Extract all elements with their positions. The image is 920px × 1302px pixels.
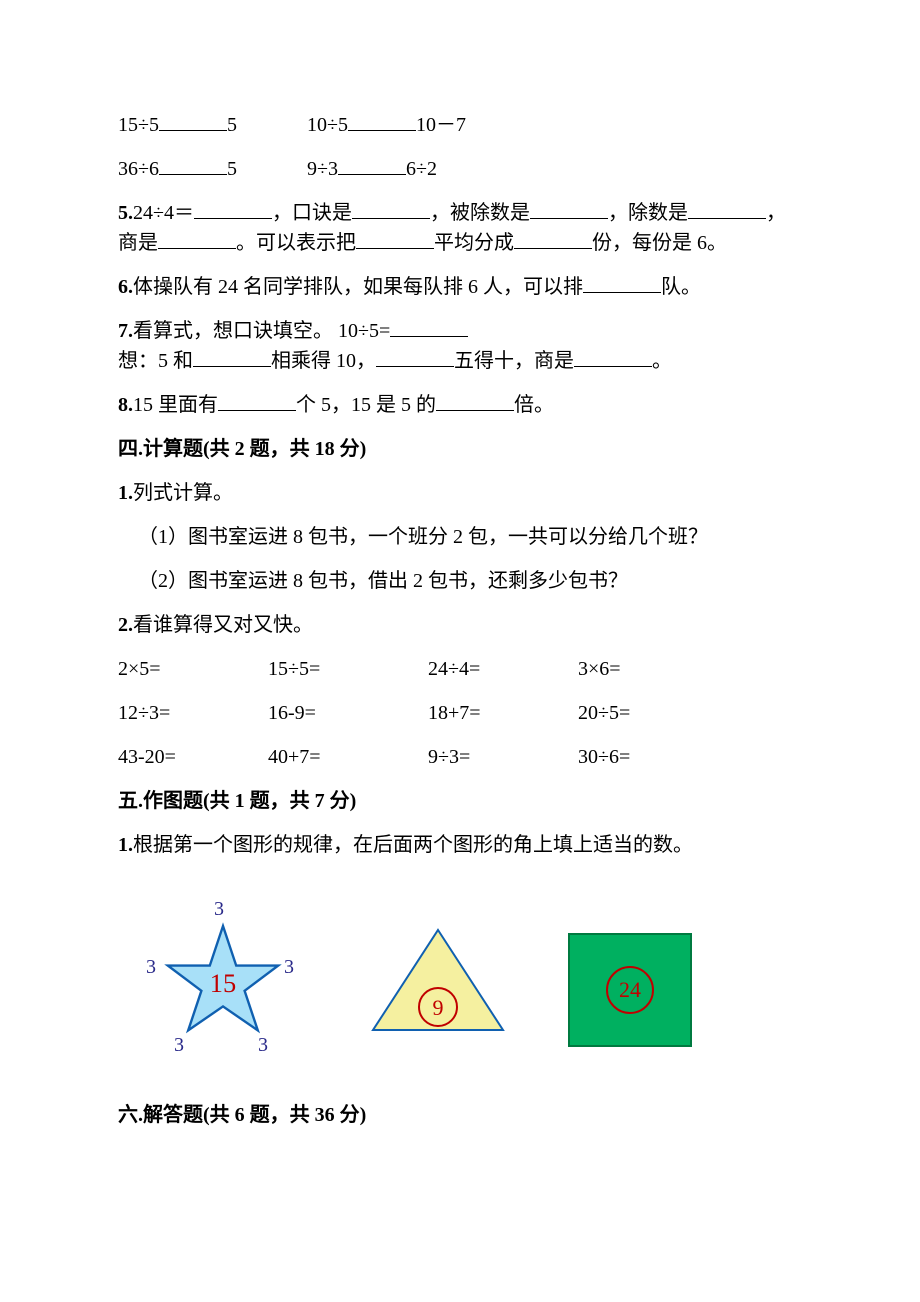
- q5-t3: ，除数是: [608, 202, 688, 224]
- q6-a: 体操队有 24 名同学排队，如果每队排 6 人，可以排: [133, 276, 583, 298]
- expr-1d: 10－7: [416, 114, 466, 136]
- q8-c: 倍。: [514, 394, 554, 416]
- q6-b: 队。: [661, 276, 701, 298]
- q7-l2d: 。: [652, 350, 672, 372]
- expr-2a: 36÷6: [118, 158, 159, 180]
- blank[interactable]: [338, 154, 406, 175]
- s4q2-num: 2.: [118, 614, 133, 636]
- star-pt-4: 3: [146, 952, 156, 982]
- q7-l2a: 想：5 和: [118, 350, 193, 372]
- q5-l2c: 平均分成: [434, 232, 514, 254]
- c1c: 24÷4=: [428, 654, 578, 684]
- c3d: 30÷6=: [578, 746, 630, 768]
- q7-l2b: 相乘得 10，: [271, 350, 376, 372]
- expr-1c: 10÷5: [307, 114, 348, 136]
- star-figure: 15 3 3 3 3 3: [138, 890, 308, 1060]
- blank[interactable]: [218, 390, 296, 411]
- blank[interactable]: [530, 198, 608, 219]
- question-7: 7.看算式，想口诀填空。 10÷5= 想：5 和 相乘得 10， 五得十，商是 。: [118, 316, 802, 376]
- star-center: 15: [210, 968, 236, 998]
- c3a: 43-20=: [118, 742, 268, 772]
- question-6: 6.体操队有 24 名同学排队，如果每队排 6 人，可以排 队。: [118, 272, 802, 302]
- blank[interactable]: [356, 228, 434, 249]
- s4q1-p2: （2）图书室运进 8 包书，借出 2 包书，还剩多少包书？: [118, 566, 802, 596]
- q8-num: 8.: [118, 394, 133, 416]
- blank[interactable]: [194, 198, 272, 219]
- section-5-title: 五.作图题(共 1 题，共 7 分): [118, 786, 802, 816]
- q8-b: 个 5，15 是 5 的: [296, 394, 436, 416]
- question-8: 8.15 里面有 个 5，15 是 5 的 倍。: [118, 390, 802, 420]
- q7-l1: 看算式，想口诀填空。 10÷5=: [133, 320, 390, 342]
- s4q1-p1: （1）图书室运进 8 包书，一个班分 2 包，一共可以分给几个班？: [118, 522, 802, 552]
- q8-a: 15 里面有: [133, 394, 218, 416]
- blank[interactable]: [193, 346, 271, 367]
- star-pt-3: 3: [174, 1030, 184, 1060]
- s4q2-title: 看谁算得又对又快。: [133, 614, 313, 636]
- q5-l2d: 份，每份是 6。: [592, 232, 727, 254]
- expr-2d: 6÷2: [406, 158, 437, 180]
- q5-t2: ，被除数是: [430, 202, 530, 224]
- expr-1a: 15÷5: [118, 114, 159, 136]
- square-figure: 24: [568, 933, 688, 1043]
- c1d: 3×6=: [578, 658, 621, 680]
- blank[interactable]: [574, 346, 652, 367]
- blank[interactable]: [159, 154, 227, 175]
- q5-t1: ，口诀是: [272, 202, 352, 224]
- section-6-title: 六.解答题(共 6 题，共 36 分): [118, 1100, 802, 1130]
- q7-l2c: 五得十，商是: [454, 350, 574, 372]
- c1a: 2×5=: [118, 654, 268, 684]
- calc-row-1: 2×5=15÷5=24÷4=3×6=: [118, 654, 802, 684]
- c2a: 12÷3=: [118, 698, 268, 728]
- c2b: 16-9=: [268, 698, 428, 728]
- blank[interactable]: [390, 316, 468, 337]
- blank[interactable]: [688, 198, 766, 219]
- question-5: 5.24÷4＝ ，口诀是 ，被除数是 ，除数是 ， 商是 。可以表示把 平均分成 份，每份是 6…: [118, 198, 802, 258]
- star-icon: 15: [163, 920, 283, 1040]
- figure-row: 15 3 3 3 3 3 9 24: [138, 890, 802, 1060]
- blank[interactable]: [348, 110, 416, 131]
- s4q1-title: 列式计算。: [133, 482, 233, 504]
- s4-q1-head: 1.列式计算。: [118, 478, 802, 508]
- star-pt-2: 3: [258, 1030, 268, 1060]
- blank[interactable]: [583, 272, 661, 293]
- blank[interactable]: [376, 346, 454, 367]
- blank[interactable]: [158, 228, 236, 249]
- expr-2c: 9÷3: [307, 158, 338, 180]
- c2d: 20÷5=: [578, 702, 630, 724]
- triangle-center: 9: [418, 987, 458, 1027]
- compare-row-1: 15÷5 5 10÷5 10－7: [118, 110, 802, 140]
- calc-row-2: 12÷3=16-9=18+7=20÷5=: [118, 698, 802, 728]
- s5-q1: 1.根据第一个图形的规律，在后面两个图形的角上填上适当的数。: [118, 830, 802, 860]
- q5-lead: 24÷4＝: [133, 202, 194, 224]
- worksheet-page: 15÷5 5 10÷5 10－7 36÷6 5 9÷3 6÷2 5.24÷4＝ ，口诀是 ，…: [0, 0, 920, 1302]
- expr-2b: 5: [227, 158, 237, 180]
- calc-row-3: 43-20=40+7=9÷3=30÷6=: [118, 742, 802, 772]
- c1b: 15÷5=: [268, 654, 428, 684]
- square-shape: 24: [568, 933, 692, 1047]
- c2c: 18+7=: [428, 698, 578, 728]
- expr-1b: 5: [227, 114, 237, 136]
- q5-l2b: 。可以表示把: [236, 232, 356, 254]
- s5q1-text: 根据第一个图形的规律，在后面两个图形的角上填上适当的数。: [133, 834, 693, 856]
- blank[interactable]: [436, 390, 514, 411]
- c3c: 9÷3=: [428, 742, 578, 772]
- triangle-figure: 9: [368, 925, 508, 1045]
- q5-l2a: 商是: [118, 232, 158, 254]
- c3b: 40+7=: [268, 742, 428, 772]
- blank[interactable]: [159, 110, 227, 131]
- s4-q2-head: 2.看谁算得又对又快。: [118, 610, 802, 640]
- s4q1-num: 1.: [118, 482, 133, 504]
- q6-num: 6.: [118, 276, 133, 298]
- blank[interactable]: [352, 198, 430, 219]
- star-pt-1: 3: [284, 952, 294, 982]
- square-center: 24: [606, 966, 654, 1014]
- compare-row-2: 36÷6 5 9÷3 6÷2: [118, 154, 802, 184]
- q5-tail: ，: [766, 202, 786, 224]
- star-pt-0: 3: [214, 894, 224, 924]
- q7-num: 7.: [118, 320, 133, 342]
- blank[interactable]: [514, 228, 592, 249]
- q5-num: 5.: [118, 202, 133, 224]
- section-4-title: 四.计算题(共 2 题，共 18 分): [118, 434, 802, 464]
- s5q1-num: 1.: [118, 834, 133, 856]
